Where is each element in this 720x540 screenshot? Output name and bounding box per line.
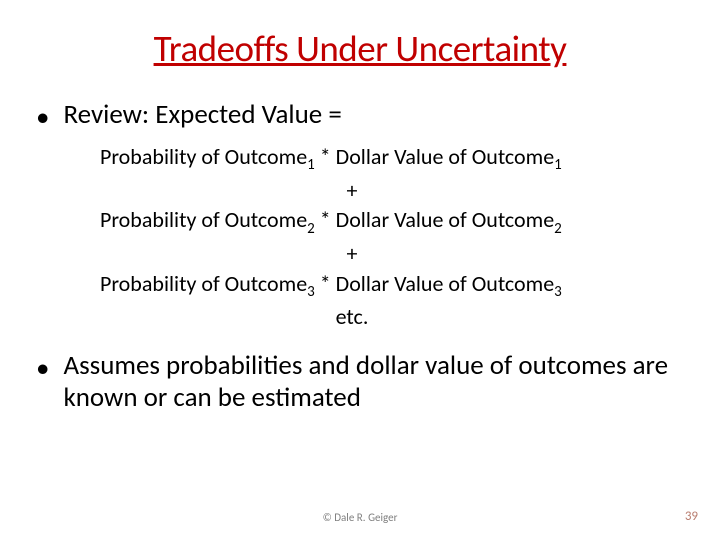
formula-sub2a: 2: [307, 220, 315, 238]
slide-content: • Review: Expected Value = Probability o…: [0, 99, 720, 415]
formula-line1-part-b: * Dollar Value of Outcome: [315, 143, 554, 170]
bullet-review-text: Review: Expected Value =: [63, 99, 341, 131]
formula-line-1: Probability of Outcome1 * Dollar Value o…: [100, 142, 654, 176]
formula-line-2: Probability of Outcome2 * Dollar Value o…: [100, 205, 654, 239]
formula-sub1b: 1: [554, 156, 562, 174]
formula-line2-part-a: Probability of Outcome: [100, 206, 307, 233]
bullet-review: • Review: Expected Value =: [36, 99, 684, 134]
formula-plus-1: +: [100, 176, 654, 206]
formula-line1-part-a: Probability of Outcome: [100, 143, 307, 170]
slide-title: Tradeoffs Under Uncertainty: [0, 0, 720, 99]
formula-sub1a: 1: [307, 156, 315, 174]
formula-sub2b: 2: [554, 220, 562, 238]
formula-line3-part-a: Probability of Outcome: [100, 270, 307, 297]
footer-copyright: © Dale R. Geiger: [0, 511, 720, 524]
formula-line3-part-b: * Dollar Value of Outcome: [315, 270, 554, 297]
formula-etc: etc.: [100, 302, 654, 332]
page-number: 39: [685, 509, 698, 524]
bullet-assumes-text: Assumes probabilities and dollar value o…: [63, 350, 684, 415]
formula-line-3: Probability of Outcome3 * Dollar Value o…: [100, 269, 654, 303]
formula-line2-part-b: * Dollar Value of Outcome: [315, 206, 554, 233]
bullet-mark-icon: •: [36, 352, 49, 385]
expected-value-formula: Probability of Outcome1 * Dollar Value o…: [36, 142, 684, 332]
bullet-mark-icon: •: [36, 101, 49, 134]
bullet-assumes: • Assumes probabilities and dollar value…: [36, 350, 684, 415]
formula-sub3b: 3: [554, 283, 562, 301]
formula-plus-2: +: [100, 239, 654, 269]
formula-sub3a: 3: [307, 283, 315, 301]
